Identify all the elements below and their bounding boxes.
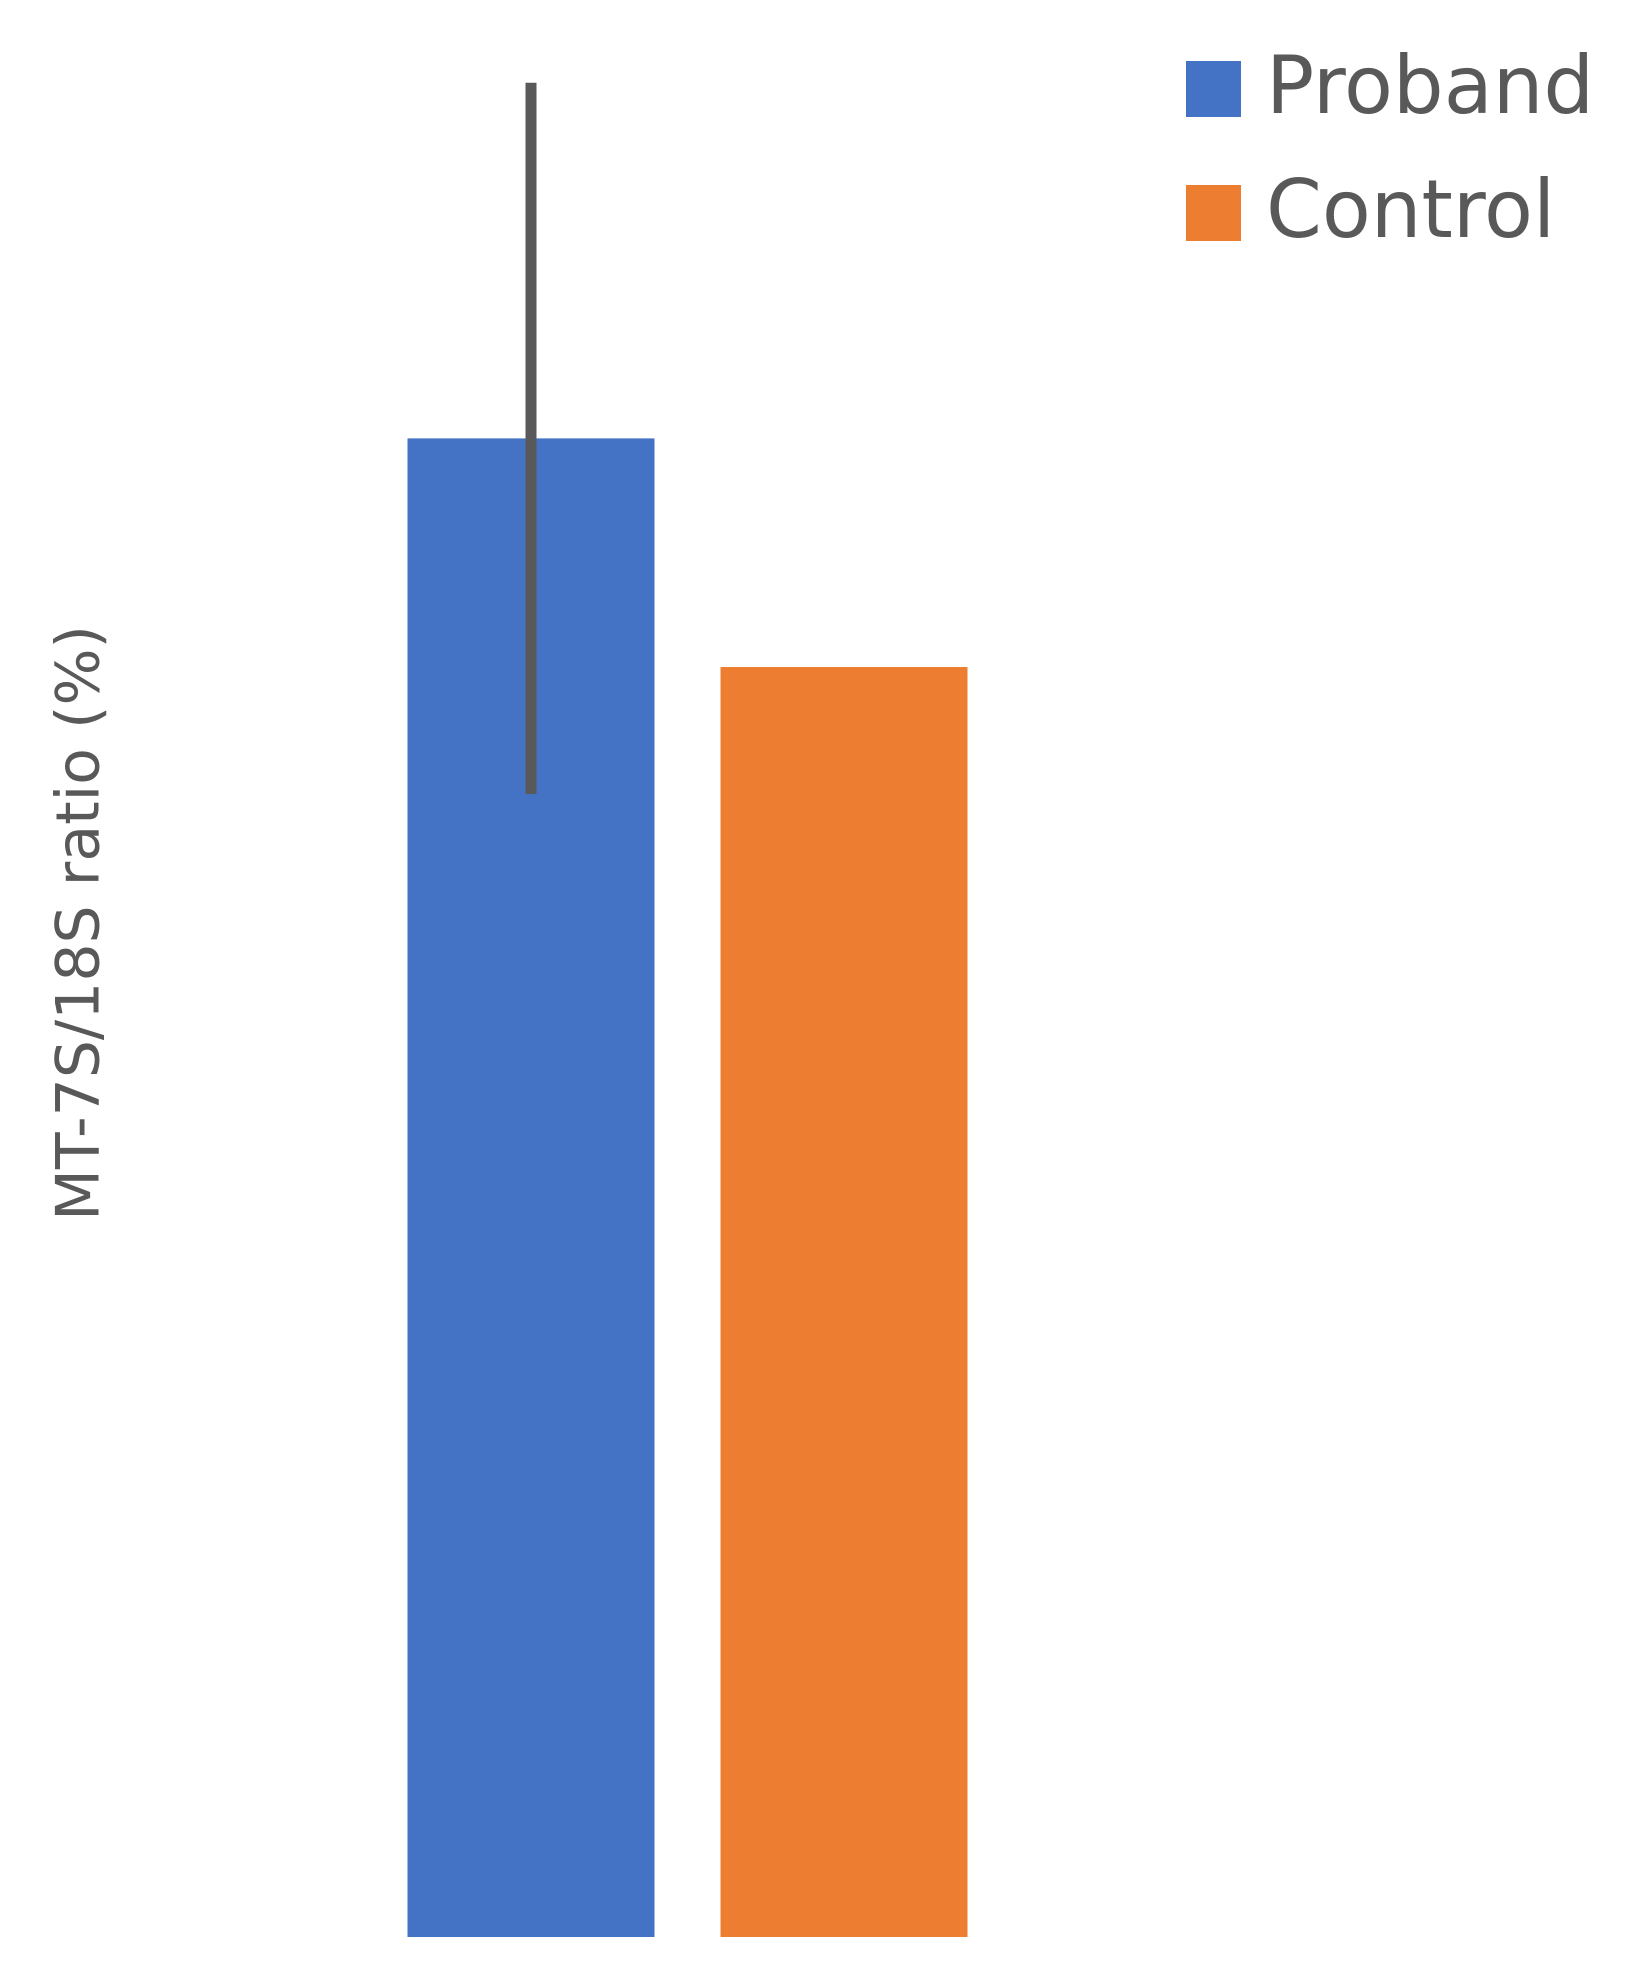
legend-label: Proband bbox=[1266, 39, 1594, 132]
y-axis-label: MT-7S/18S ratio (%) bbox=[44, 625, 114, 1221]
bar bbox=[720, 667, 968, 1937]
legend-swatch bbox=[1186, 61, 1241, 117]
legend-label: Control bbox=[1266, 163, 1555, 256]
legend-swatch bbox=[1186, 185, 1241, 241]
